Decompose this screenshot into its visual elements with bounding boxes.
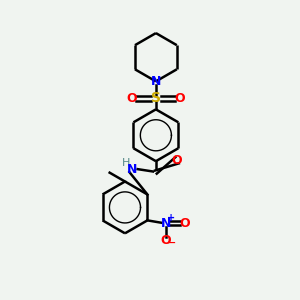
Text: O: O: [179, 217, 190, 230]
Text: H: H: [122, 158, 130, 168]
Text: O: O: [172, 154, 182, 167]
Text: O: O: [175, 92, 185, 105]
Text: +: +: [167, 213, 175, 223]
Text: N: N: [151, 75, 161, 88]
Text: N: N: [160, 217, 171, 230]
Text: −: −: [167, 238, 176, 248]
Text: O: O: [126, 92, 137, 105]
Text: O: O: [160, 235, 171, 248]
Text: S: S: [151, 92, 161, 106]
Text: N: N: [127, 163, 137, 176]
